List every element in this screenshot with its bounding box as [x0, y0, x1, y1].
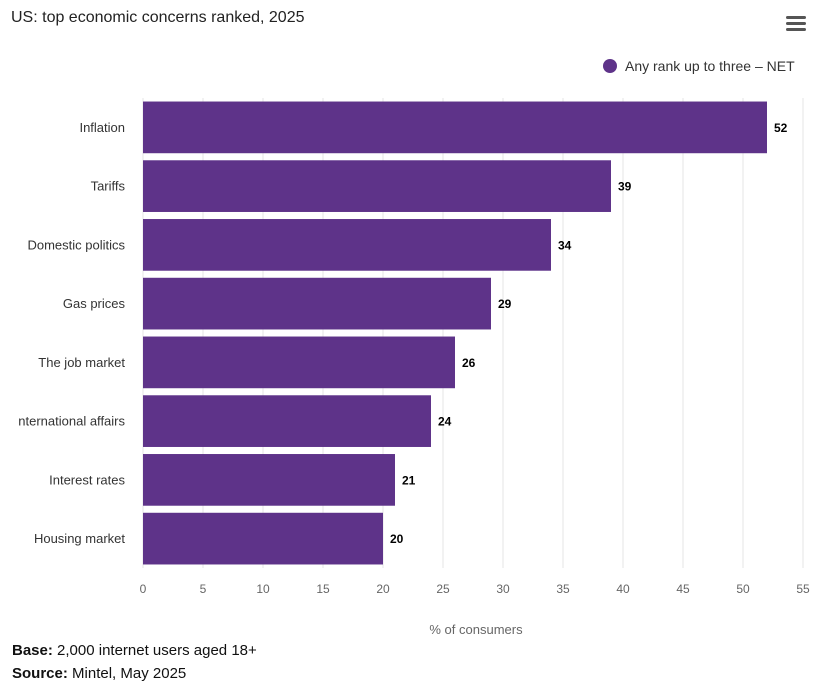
x-tick-label: 30 [496, 582, 510, 596]
category-label: nternational affairs [18, 414, 125, 429]
x-tick-label: 5 [200, 582, 207, 596]
data-label: 21 [402, 473, 416, 487]
x-tick-label: 25 [436, 582, 450, 596]
x-tick-label: 55 [796, 582, 810, 596]
legend-swatch [603, 59, 617, 73]
menu-line [786, 28, 806, 31]
x-tick-label: 50 [736, 582, 750, 596]
base-value: 2,000 internet users aged 18+ [57, 642, 257, 659]
x-tick-label: 10 [256, 582, 270, 596]
source-label: Source: [12, 665, 68, 682]
data-label: 52 [774, 121, 788, 135]
footer-source: Source: Mintel, May 2025 [12, 665, 186, 682]
category-label: Domestic politics [27, 237, 125, 252]
source-value: Mintel, May 2025 [72, 665, 187, 682]
data-label: 39 [618, 180, 632, 194]
x-axis-title: % of consumers [429, 622, 523, 637]
category-label: Tariffs [91, 179, 126, 194]
x-axis-ticks: 0 5 10 15 20 25 30 35 40 45 50 55 [140, 582, 810, 596]
bar[interactable] [143, 454, 395, 506]
bar[interactable] [143, 219, 551, 271]
data-label: 34 [558, 238, 572, 252]
bar[interactable] [143, 512, 383, 565]
data-label: 24 [438, 415, 452, 429]
chart-title: US: top economic concerns ranked, 2025 [11, 9, 305, 26]
bar[interactable] [143, 160, 611, 212]
category-label: Housing market [34, 531, 125, 546]
legend[interactable]: Any rank up to three – NET [603, 58, 795, 74]
hamburger-menu-icon[interactable] [786, 16, 808, 34]
bar[interactable] [143, 395, 431, 447]
bars [143, 101, 767, 565]
x-tick-label: 0 [140, 582, 147, 596]
category-label: Inflation [79, 120, 125, 135]
category-label: Interest rates [49, 472, 125, 487]
x-tick-label: 35 [556, 582, 570, 596]
category-label: The job market [38, 355, 125, 370]
category-label: Gas prices [63, 296, 126, 311]
data-label: 20 [390, 532, 404, 546]
base-label: Base: [12, 642, 53, 659]
data-label: 26 [462, 356, 476, 370]
legend-label: Any rank up to three – NET [625, 58, 795, 74]
data-label: 29 [498, 297, 512, 311]
menu-line [786, 16, 806, 19]
x-tick-label: 20 [376, 582, 390, 596]
bar[interactable] [143, 277, 491, 330]
data-labels: 52 39 34 29 26 24 21 20 [390, 121, 788, 546]
menu-line [786, 22, 806, 25]
bar[interactable] [143, 101, 767, 154]
x-tick-label: 45 [676, 582, 690, 596]
x-tick-label: 15 [316, 582, 330, 596]
x-tick-label: 40 [616, 582, 630, 596]
footer-base: Base: 2,000 internet users aged 18+ [12, 642, 257, 659]
bar[interactable] [143, 336, 455, 389]
category-labels: Inflation Tariffs Domestic politics Gas pri… [18, 120, 125, 546]
